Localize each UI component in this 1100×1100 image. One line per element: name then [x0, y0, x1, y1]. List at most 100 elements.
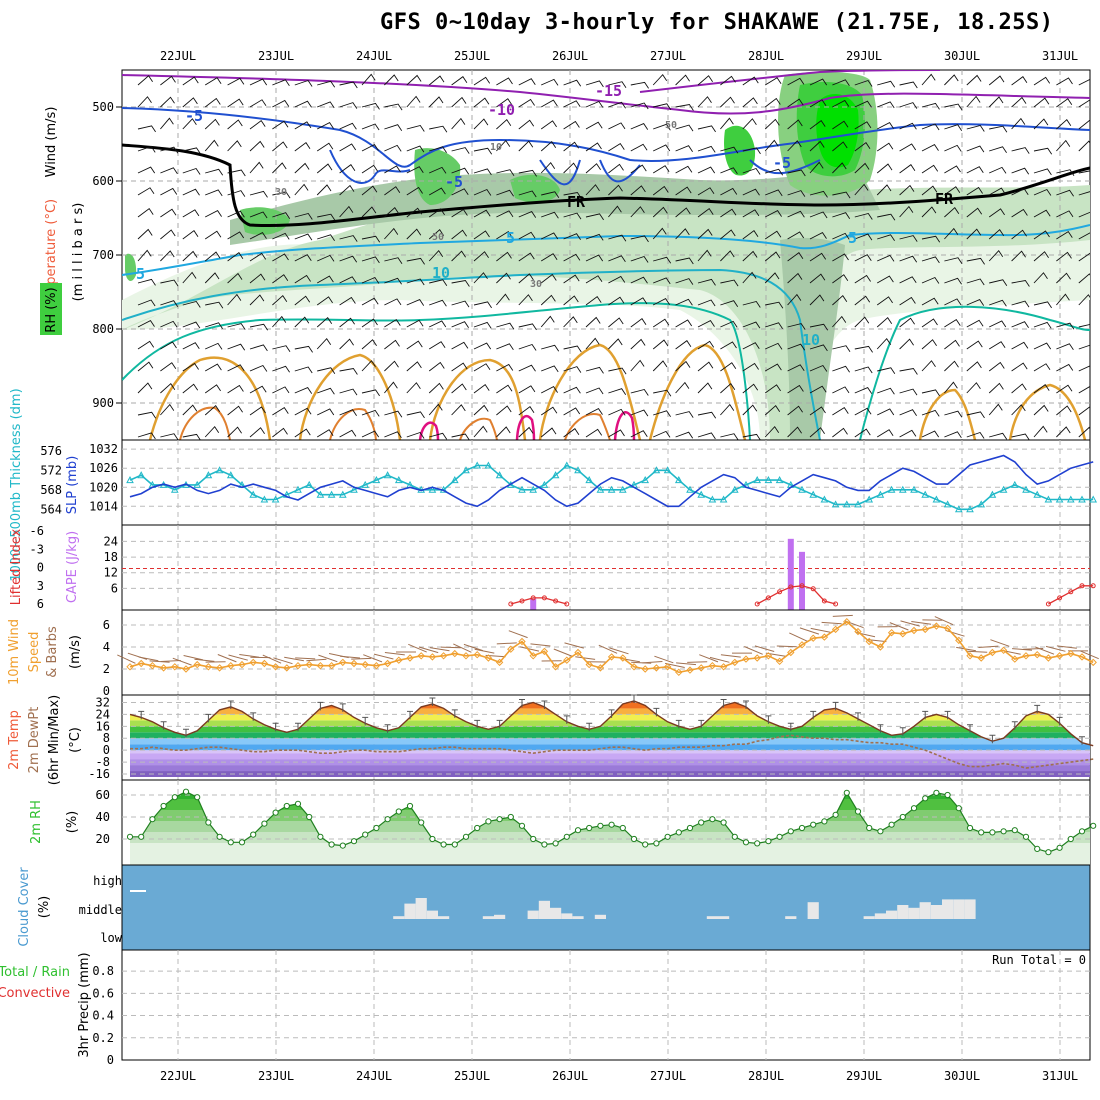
- rh2m-point-2: [149, 816, 156, 823]
- rh2m-point-15: [294, 800, 302, 807]
- wind10-point-15: [294, 661, 302, 670]
- wind-barb-192: [585, 163, 601, 174]
- wind10-point-44: [619, 654, 627, 662]
- thickness-point-74: [954, 505, 963, 513]
- wind-barb-581: [630, 359, 645, 372]
- wind-barb-287: [787, 210, 805, 218]
- wind-barb-29: [787, 77, 805, 86]
- cloud-mid-bar-52: [706, 916, 718, 919]
- wind-barb-161: [854, 142, 871, 152]
- rh2m-point-6: [194, 794, 201, 801]
- wind-barb-255: [1033, 188, 1052, 196]
- wind-barb-340: [1011, 229, 1027, 240]
- wind-barb-319: [541, 232, 559, 240]
- cloud-mid-bar-32: [482, 916, 494, 919]
- wind-barb-698: [361, 430, 380, 438]
- wind-barb-584: [697, 361, 714, 372]
- wind-barb-127: [1056, 119, 1072, 130]
- wind-barb-47: [227, 98, 244, 108]
- li-point-1-5: [810, 586, 816, 592]
- thickness-point-12: [260, 495, 269, 503]
- wind-barb-414: [742, 271, 757, 284]
- rh2m-point-81: [1034, 845, 1041, 853]
- wind-barb-5: [249, 78, 268, 86]
- wind-barb-448: [540, 294, 556, 306]
- thickness-point-40: [574, 466, 582, 474]
- wind10-barb-51: [687, 661, 708, 663]
- panel-precip: 0.8 0.6 0.4 0.2 0: [92, 949, 1091, 1067]
- wind-barb-556: [1033, 342, 1052, 350]
- wind10-point-71: [921, 625, 929, 634]
- temp-band-4: [130, 750, 1090, 754]
- temp-minmax-35: [519, 698, 525, 708]
- wind-barb-405: [540, 273, 557, 284]
- temp-minmax-33: [496, 719, 503, 729]
- wind10-point-34: [507, 645, 515, 653]
- wind-barb-453: [652, 298, 670, 306]
- wind-barb-193: [608, 163, 624, 174]
- wind-barb-394: [294, 274, 311, 284]
- wind-barb-51: [317, 101, 335, 109]
- precip-frame: [121, 949, 1091, 1061]
- wind-barb-303: [182, 230, 199, 240]
- wind-barb-304: [204, 230, 222, 240]
- wind-barb-649: [227, 405, 243, 416]
- wind-barb-288: [809, 211, 828, 219]
- rh2m-point-20: [350, 838, 358, 845]
- wind-barb-366: [630, 255, 649, 263]
- temp-band-6: [130, 738, 1090, 745]
- wind-barb-330: [787, 231, 805, 240]
- wind-barb-387: [137, 278, 156, 286]
- wind-barb-52: [339, 102, 358, 109]
- wind-barb-456: [720, 300, 739, 307]
- cloud-level-low: low: [100, 931, 122, 945]
- wind-barb-211: [1011, 167, 1030, 175]
- wind-barb-72: [787, 98, 804, 108]
- cloud-frame: [121, 864, 1091, 951]
- rh2m-point-54: [731, 833, 738, 840]
- wind-barb-379: [921, 256, 940, 264]
- wind-barb-271: [428, 208, 445, 218]
- temp2m-label-b: 2m DewPt: [27, 707, 42, 774]
- wind-barb-177: [249, 161, 264, 174]
- wind-barb-311: [361, 235, 381, 243]
- wind-barb-476: [205, 322, 223, 330]
- contour-label-t_5b: 5: [506, 229, 515, 247]
- side-labels: Wind (m/s) Temperature (°C) (m i l l i b…: [0, 107, 1086, 1058]
- wind-barb-233: [541, 191, 560, 199]
- wind-barb-250: [921, 185, 938, 196]
- wind-barb-383: [1011, 250, 1026, 262]
- wind-barb-549: [876, 337, 892, 350]
- wind-barb-438: [316, 296, 333, 306]
- temp-minmax-83: [1056, 716, 1063, 726]
- wind-barb-565: [272, 365, 290, 373]
- wind-barb-368: [675, 257, 694, 265]
- wind-barb-485: [406, 319, 424, 328]
- wind-barb-218: [205, 189, 223, 197]
- day-label-top-9: 31JUL: [1042, 49, 1078, 63]
- wind-barb-214: [1078, 170, 1090, 174]
- wind-barb-498: [697, 320, 715, 328]
- thickness-point-29: [450, 476, 459, 484]
- wind-barb-623: [608, 388, 627, 395]
- wind-barb-297: [1011, 208, 1028, 218]
- wind-barb-54: [384, 103, 403, 111]
- wind-barb-70: [742, 97, 758, 108]
- rh2m-point-53: [720, 819, 727, 826]
- wind-barb-518: [182, 342, 200, 350]
- wind-barb-674: [787, 405, 803, 416]
- wind10-point-79: [1011, 655, 1019, 663]
- wind-barb-407: [585, 275, 603, 284]
- thickness-point-35: [518, 485, 526, 493]
- wind-barb-277: [563, 212, 582, 220]
- rh2m-point-57: [765, 838, 772, 845]
- rh2m-point-43: [608, 821, 615, 828]
- temp-minmax-73: [944, 710, 951, 720]
- temp-minmax-7: [205, 713, 212, 723]
- wind-barb-677: [854, 407, 872, 416]
- wind-barb-474: [160, 320, 178, 328]
- wind-barb-107: [608, 122, 626, 130]
- cloud-mid-bar-68: [886, 910, 898, 919]
- wind10-point-25: [406, 654, 414, 662]
- wind-barb-585: [720, 362, 737, 372]
